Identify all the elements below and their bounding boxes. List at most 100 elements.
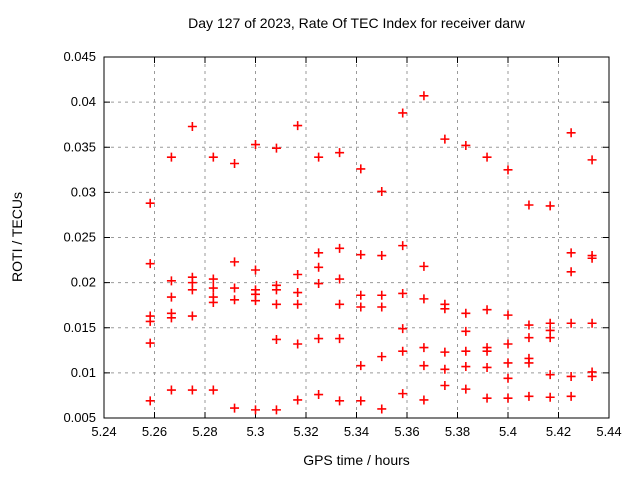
data-point-marker [251, 140, 260, 150]
data-point-marker [587, 253, 597, 263]
data-point-marker [503, 310, 513, 320]
y-tick-label: 0.04 [71, 94, 96, 109]
x-tick-label: 5.42 [546, 424, 571, 439]
data-point-marker [503, 339, 513, 349]
data-point-marker [461, 326, 471, 336]
data-point-marker [398, 346, 408, 356]
data-point-marker [187, 285, 197, 295]
data-point-marker [566, 391, 576, 401]
data-point-marker [503, 358, 513, 368]
data-point-marker [166, 292, 176, 302]
data-point-marker [566, 248, 576, 258]
data-point-marker [208, 274, 218, 284]
data-point-marker [356, 250, 366, 260]
x-tick-label: 5.38 [445, 424, 470, 439]
data-point-marker [187, 121, 197, 131]
data-point-marker [524, 200, 534, 210]
data-point-marker [545, 333, 555, 343]
data-point-marker [461, 362, 471, 372]
x-tick-label: 5.32 [293, 424, 318, 439]
data-point-marker [230, 158, 240, 168]
data-point-marker [440, 347, 450, 357]
data-point-marker [314, 390, 324, 400]
data-point-marker [314, 279, 324, 289]
y-tick-label: 0.03 [71, 184, 96, 199]
data-point-marker [482, 362, 492, 372]
y-tick-label: 0.015 [63, 320, 96, 335]
data-point-marker [314, 248, 324, 258]
data-point-marker [187, 385, 197, 395]
x-tick-label: 5.26 [142, 424, 167, 439]
data-point-marker [524, 333, 534, 343]
data-point-marker [419, 294, 429, 304]
data-point-marker [482, 152, 492, 162]
data-point-marker [398, 108, 408, 118]
data-point-marker [335, 148, 345, 158]
data-point-marker [545, 370, 555, 380]
data-point-marker [251, 296, 260, 306]
x-tick-label: 5.4 [499, 424, 517, 439]
x-tick-label: 5.34 [344, 424, 369, 439]
data-point-marker [230, 283, 240, 293]
data-point-marker [271, 299, 281, 309]
data-point-marker [566, 318, 576, 328]
data-point-marker [398, 288, 408, 298]
y-tick-label: 0.025 [63, 230, 96, 245]
data-point-marker [356, 164, 366, 174]
data-point-marker [356, 302, 366, 312]
data-point-marker [293, 339, 303, 349]
data-point-marker [166, 313, 176, 323]
data-point-marker [145, 259, 155, 269]
data-point-marker [524, 320, 534, 330]
data-point-marker [335, 243, 345, 253]
data-point-marker [524, 358, 534, 368]
x-axis-label: GPS time / hours [303, 452, 410, 468]
data-point-marker [461, 140, 471, 150]
x-tick-label: 5.24 [91, 424, 116, 439]
data-point-marker [587, 371, 597, 381]
data-point-marker [208, 283, 218, 293]
x-tick-label: 5.36 [394, 424, 419, 439]
data-point-marker [335, 299, 345, 309]
data-point-marker [419, 261, 429, 271]
data-point-marker [166, 276, 176, 286]
data-point-marker [503, 393, 513, 403]
data-point-marker [482, 305, 492, 315]
x-tick-label: 5.44 [596, 424, 621, 439]
y-tick-label: 0.01 [71, 365, 96, 380]
data-point-marker [377, 302, 387, 312]
data-point-marker [145, 316, 155, 326]
data-point-marker [335, 396, 345, 406]
data-point-marker [377, 352, 387, 362]
data-point-marker [398, 389, 408, 399]
data-point-marker [314, 334, 324, 344]
y-tick-label: 0.02 [71, 275, 96, 290]
data-point-marker [208, 152, 218, 162]
data-point-marker [251, 405, 260, 415]
data-point-marker [187, 311, 197, 321]
data-point-marker [293, 395, 303, 405]
data-point-marker [566, 267, 576, 277]
y-tick-label: 0.005 [63, 410, 96, 425]
data-point-marker [251, 265, 260, 275]
data-point-marker [524, 391, 534, 401]
data-point-marker [230, 295, 240, 305]
data-point-marker [440, 304, 450, 314]
data-point-marker [503, 165, 513, 175]
data-point-marker [419, 343, 429, 353]
data-point-marker [230, 257, 240, 267]
y-axis-label: ROTI / TECUs [9, 192, 25, 282]
data-point-marker [335, 274, 345, 284]
y-tick-label: 0.035 [63, 139, 96, 154]
data-point-marker [145, 338, 155, 348]
data-point-marker [461, 346, 471, 356]
data-point-marker [208, 385, 218, 395]
data-point-marker [271, 285, 281, 295]
data-point-marker [419, 361, 429, 371]
data-point-marker [314, 262, 324, 272]
data-point-marker [271, 405, 281, 415]
data-point-marker [377, 251, 387, 261]
data-point-marker [377, 290, 387, 300]
